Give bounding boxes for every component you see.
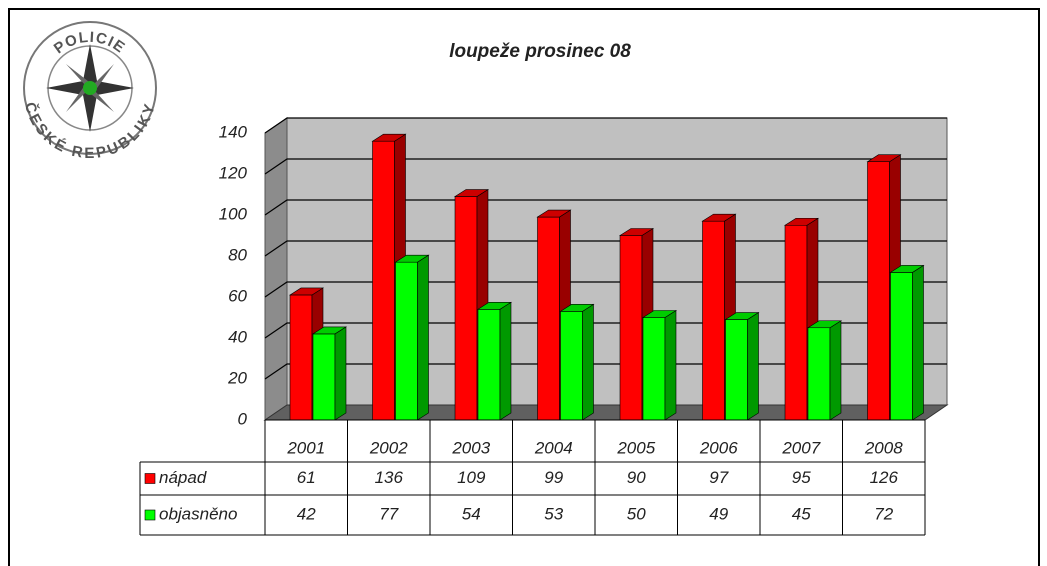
bar-front (477, 308, 501, 421)
grid-line (264, 199, 947, 216)
data-label: 90 (627, 468, 646, 487)
data-label: 49 (709, 504, 728, 523)
logo-center (83, 81, 97, 95)
bar-front (702, 220, 725, 421)
bar-side (417, 254, 429, 421)
data-label: 54 (462, 504, 481, 523)
bar (724, 312, 760, 421)
bar (311, 326, 348, 421)
data-label: 77 (379, 504, 398, 523)
x-tick-label: 2001 (286, 438, 325, 457)
bar-side (582, 303, 594, 421)
bar-front (619, 235, 643, 421)
logo: POLICIE ČESKÉ REPUBLIKY (21, 21, 157, 162)
y-tick-label: 40 (228, 327, 247, 346)
legend-key (144, 473, 156, 484)
frame (8, 8, 1040, 566)
x-tick-label: 2008 (864, 438, 903, 457)
data-label: 50 (627, 504, 646, 523)
bar-side (912, 264, 924, 421)
bar-front (312, 333, 336, 421)
y-tick-label: 120 (219, 163, 248, 182)
bar (559, 303, 595, 421)
bar (641, 309, 678, 421)
y-tick-label: 20 (227, 368, 247, 387)
bar-top (889, 265, 925, 273)
data-label: 95 (792, 468, 811, 487)
bar-front (807, 327, 831, 421)
bar-front (867, 161, 890, 421)
x-tick-label: 2004 (534, 438, 573, 457)
x-tick-label: 2002 (369, 438, 408, 457)
chart-title: loupeže prosinec 08 (449, 41, 631, 62)
bar (889, 264, 925, 421)
data-label: 45 (792, 504, 811, 523)
data-label: 42 (297, 504, 316, 523)
bar (476, 301, 513, 421)
bar-side (829, 320, 842, 421)
bar-front (784, 224, 808, 421)
legend-label: nápad (159, 468, 207, 487)
legend-key (144, 509, 156, 521)
data-label: 126 (870, 468, 899, 487)
data-label: 61 (297, 468, 316, 487)
y-tick-label: 80 (228, 245, 247, 264)
bar-side (664, 309, 677, 421)
data-label: 136 (375, 468, 404, 487)
y-tick-label: 140 (219, 122, 248, 141)
bar-front (289, 294, 313, 421)
bar-top (724, 312, 760, 320)
bar-top (641, 310, 678, 318)
data-label: 72 (874, 504, 893, 523)
bar-top (783, 217, 820, 226)
bar-top (311, 326, 348, 335)
bar-front (372, 140, 395, 421)
y-tick-label: 60 (228, 286, 247, 305)
bar-side (747, 312, 759, 421)
x-tick-label: 2007 (781, 438, 820, 457)
bar-front (642, 317, 666, 421)
bar-top (394, 254, 430, 263)
bar-side (334, 326, 347, 421)
floor (263, 404, 949, 421)
bar-side (499, 301, 512, 421)
x-tick-label: 2006 (699, 438, 738, 457)
bar-top (371, 133, 407, 142)
bar-top (618, 228, 655, 236)
bar-front (560, 311, 583, 421)
data-label: 99 (544, 468, 563, 487)
data-label: 109 (457, 468, 486, 487)
bar-front (537, 216, 560, 421)
legend-label: objasněno (159, 504, 237, 523)
grid-line (264, 158, 947, 175)
x-tick-label: 2003 (451, 438, 490, 457)
bar-top (559, 304, 595, 312)
y-tick-label: 0 (238, 409, 248, 428)
bar-top (866, 154, 902, 162)
bar-front (454, 196, 478, 421)
bar-top (476, 301, 513, 310)
x-tick-label: 2005 (616, 438, 655, 457)
bar-top (536, 209, 572, 218)
bar-top (701, 213, 737, 222)
bar-front (725, 319, 748, 421)
bar-top (453, 189, 490, 197)
side-wall (264, 117, 288, 421)
bar-front (890, 272, 913, 421)
bar (394, 254, 430, 421)
grid-line (264, 117, 947, 134)
y-tick-label: 100 (219, 204, 248, 223)
data-label: 53 (544, 504, 563, 523)
data-label: 97 (709, 468, 728, 487)
bar-front (395, 261, 418, 421)
bar-top (288, 287, 325, 296)
bar-top (806, 320, 843, 329)
bar (806, 320, 843, 421)
